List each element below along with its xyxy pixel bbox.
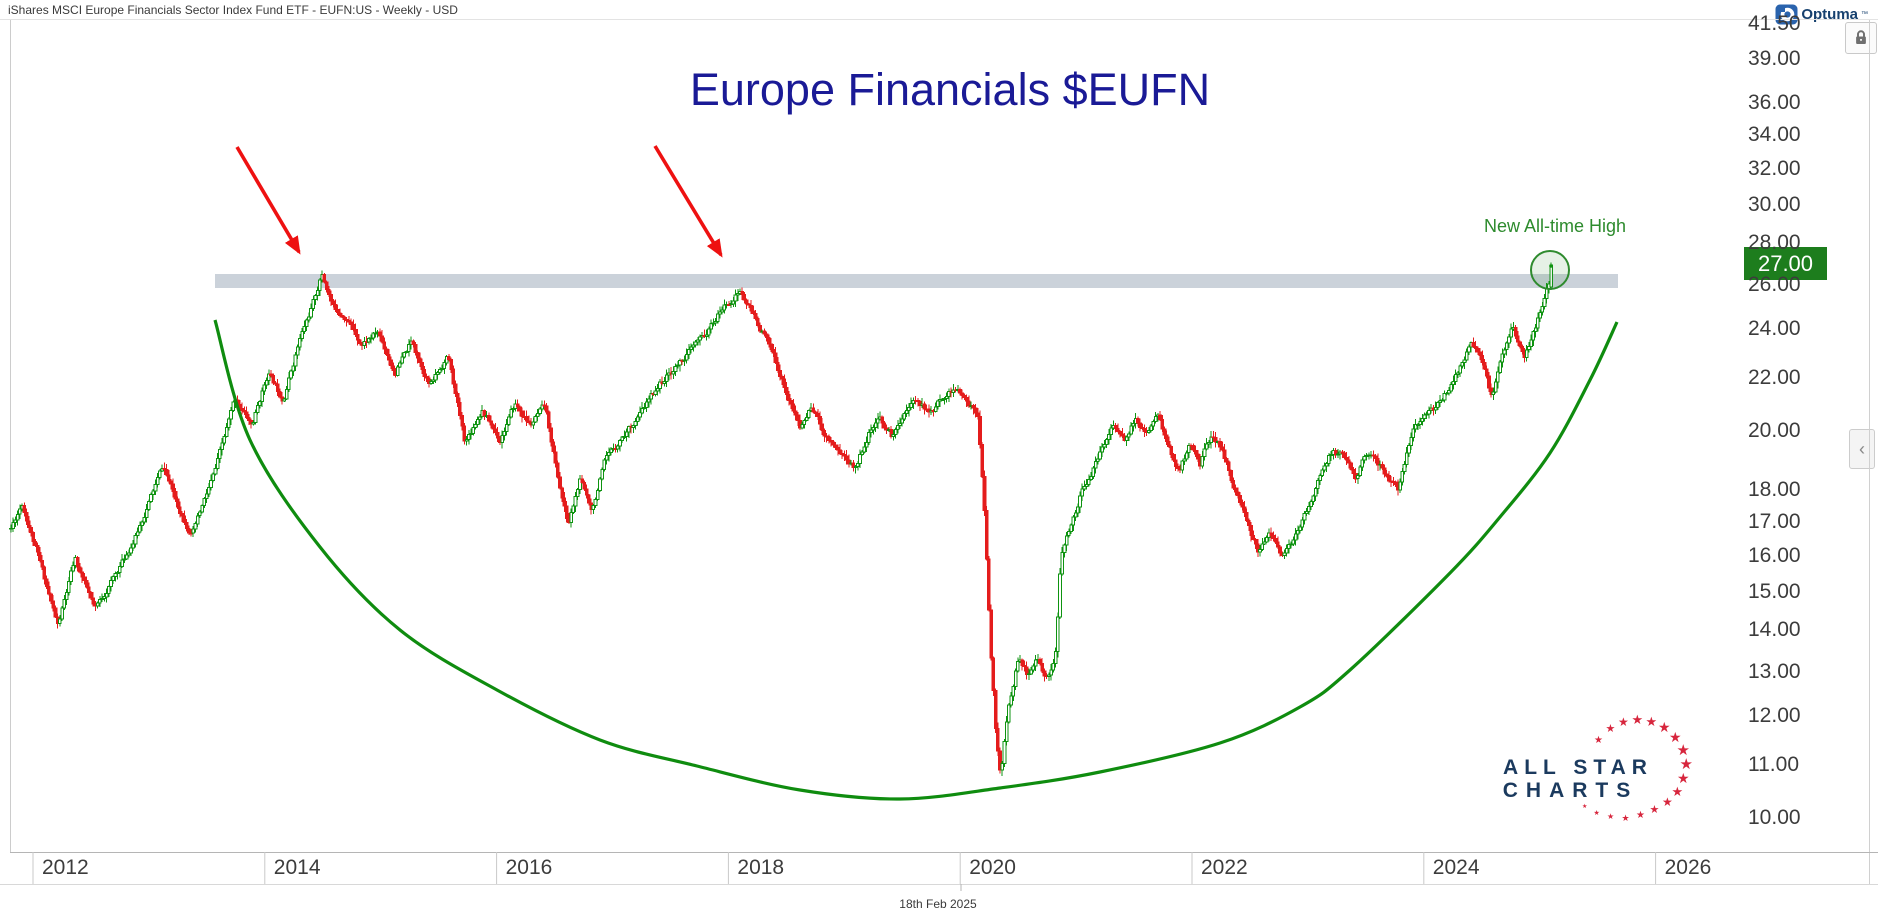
year-axis-label: 2020 [969, 856, 1016, 879]
price-axis-label: 32.00 [1748, 156, 1801, 180]
price-axis-label: 22.00 [1748, 366, 1801, 389]
price-axis-label: 10.00 [1748, 805, 1801, 829]
year-axis-label: 2026 [1664, 856, 1712, 879]
star-icon: ★ [1621, 812, 1630, 823]
star-icon: ★ [1607, 812, 1615, 821]
year-axis-label: 2012 [42, 856, 89, 879]
star-icon: ★ [1582, 804, 1588, 810]
price-axis-label: 36.00 [1748, 91, 1801, 115]
cup-pattern-curve[interactable] [213, 319, 1619, 801]
star-icon: ★ [1605, 722, 1616, 735]
allstarcharts-logo-text-1: ALL STAR [1503, 756, 1653, 779]
year-axis-label: 2016 [505, 856, 553, 879]
price-axis-label: 34.00 [1748, 123, 1801, 147]
lock-icon [1856, 30, 1866, 44]
year-axis-label: 2014 [273, 856, 321, 879]
year-axis-label: 2018 [737, 856, 785, 879]
price-axis-label: 30.00 [1748, 192, 1801, 216]
optuma-trademark: ™ [1861, 11, 1868, 18]
star-icon: ★ [1593, 809, 1600, 817]
star-icon: ★ [1594, 735, 1603, 746]
star-icon: ★ [1676, 741, 1690, 759]
price-axis-label: 17.00 [1748, 509, 1801, 533]
star-icon: ★ [1631, 711, 1644, 727]
chart-header-title: iShares MSCI Europe Financials Sector In… [8, 3, 458, 17]
x-axis-ticks [32, 852, 1657, 891]
chart-title-annotation[interactable]: Europe Financials $EUFN [689, 64, 1211, 115]
star-icon: ★ [1658, 719, 1671, 735]
price-axis-label: 26.00 [1748, 272, 1801, 296]
star-icon: ★ [1662, 795, 1673, 809]
star-icon: ★ [1645, 713, 1658, 729]
star-icon: ★ [1679, 755, 1693, 773]
price-axis-label: 41.50 [1748, 11, 1801, 35]
price-axis-label: 20.00 [1748, 419, 1801, 443]
collapse-panel-button[interactable]: ‹ [1849, 429, 1875, 469]
price-axis-label: 18.00 [1748, 477, 1801, 501]
lock-button[interactable] [1845, 22, 1877, 54]
chevron-left-icon: ‹ [1859, 438, 1865, 459]
new-ath-annotation[interactable]: New All-time High [1483, 216, 1627, 236]
allstarcharts-logo-text-2: CHARTS [1502, 779, 1639, 802]
price-axis-label: 14.00 [1748, 618, 1801, 642]
cursor-date-label: 18th Feb 2025 [899, 897, 977, 911]
price-axis-label: 15.00 [1748, 579, 1801, 603]
optuma-logo-text: Optuma [1801, 6, 1858, 23]
star-icon: ★ [1618, 715, 1629, 729]
resistance-band[interactable] [215, 274, 1618, 288]
star-icon: ★ [1669, 729, 1682, 745]
star-icon: ★ [1677, 770, 1690, 786]
ath-highlight-circle[interactable] [1530, 250, 1570, 290]
price-axis-label: 11.00 [1748, 752, 1799, 776]
star-icon: ★ [1636, 810, 1645, 821]
price-axis-label: 16.00 [1748, 543, 1801, 567]
star-icon: ★ [1671, 783, 1684, 799]
candlesticks [9, 262, 1554, 776]
price-axis-label: 13.00 [1748, 659, 1801, 683]
price-axis-label: 39.00 [1748, 46, 1801, 70]
annotation-arrows[interactable] [235, 145, 723, 258]
last-price-label: 27.00 [1744, 247, 1827, 281]
year-axis-label: 2024 [1432, 856, 1480, 879]
price-axis-label: 24.00 [1748, 317, 1801, 341]
price-axis-label: 12.00 [1748, 704, 1801, 728]
price-axis-label: 28.00 [1748, 231, 1801, 255]
star-icon: ★ [1649, 803, 1660, 816]
year-axis-label: 2022 [1201, 856, 1248, 879]
